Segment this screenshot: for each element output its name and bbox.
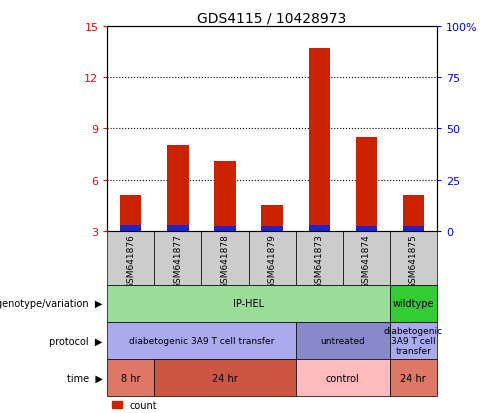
Text: GSM641875: GSM641875 xyxy=(409,234,418,289)
Bar xyxy=(356,226,377,231)
Bar xyxy=(248,231,296,285)
Text: 24 hr: 24 hr xyxy=(212,373,238,383)
Text: diabetogenic
3A9 T cell
transfer: diabetogenic 3A9 T cell transfer xyxy=(384,326,443,356)
Bar xyxy=(154,231,202,285)
Bar xyxy=(296,359,390,396)
Bar xyxy=(214,226,236,231)
Bar xyxy=(296,322,390,359)
Bar xyxy=(262,206,283,231)
Bar xyxy=(403,226,424,231)
Bar xyxy=(107,231,154,285)
Bar xyxy=(390,231,437,285)
Bar xyxy=(154,359,296,396)
Text: control: control xyxy=(326,373,360,383)
Text: 8 hr: 8 hr xyxy=(121,373,141,383)
Bar xyxy=(403,195,424,231)
Text: diabetogenic 3A9 T cell transfer: diabetogenic 3A9 T cell transfer xyxy=(129,336,274,345)
Text: 24 hr: 24 hr xyxy=(400,373,426,383)
Text: GSM641877: GSM641877 xyxy=(173,234,183,289)
Bar xyxy=(390,322,437,359)
Bar xyxy=(107,285,390,322)
Text: GSM641879: GSM641879 xyxy=(267,234,277,289)
Text: GSM641873: GSM641873 xyxy=(315,234,324,289)
Bar xyxy=(202,231,248,285)
Bar xyxy=(107,322,296,359)
Bar xyxy=(121,195,142,231)
Text: genotype/variation  ▶: genotype/variation ▶ xyxy=(0,299,102,309)
Bar xyxy=(214,161,236,231)
Bar xyxy=(390,285,437,322)
Title: GDS4115 / 10428973: GDS4115 / 10428973 xyxy=(198,12,346,26)
Text: protocol  ▶: protocol ▶ xyxy=(49,336,102,346)
Bar xyxy=(308,225,330,231)
Text: GSM641878: GSM641878 xyxy=(221,234,229,289)
Bar xyxy=(167,146,188,231)
Bar xyxy=(107,359,154,396)
Text: IP-HEL: IP-HEL xyxy=(233,299,264,309)
Bar xyxy=(121,225,142,231)
Bar xyxy=(356,138,377,231)
Text: untreated: untreated xyxy=(320,336,365,345)
Text: wildtype: wildtype xyxy=(392,299,434,309)
Bar xyxy=(296,231,343,285)
Text: time  ▶: time ▶ xyxy=(66,373,102,383)
Bar xyxy=(167,225,188,231)
Text: GSM641874: GSM641874 xyxy=(362,234,371,289)
Bar xyxy=(308,49,330,231)
Bar xyxy=(390,359,437,396)
Text: GSM641876: GSM641876 xyxy=(126,234,135,289)
Bar xyxy=(262,226,283,231)
Legend: count, percentile rank within the sample: count, percentile rank within the sample xyxy=(112,400,295,413)
Bar xyxy=(343,231,390,285)
